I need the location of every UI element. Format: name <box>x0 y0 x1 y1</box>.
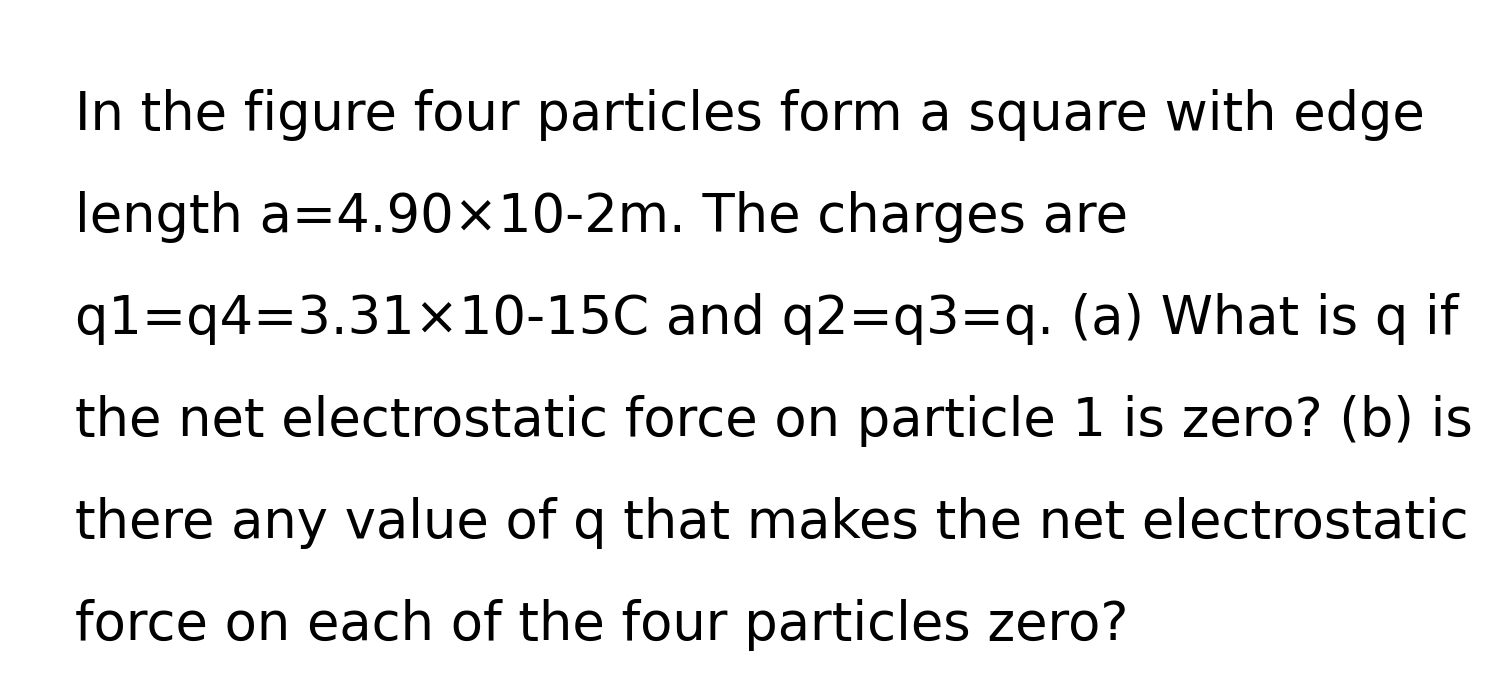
Text: In the figure four particles form a square with edge: In the figure four particles form a squa… <box>75 89 1425 142</box>
Text: there any value of q that makes the net electrostatic: there any value of q that makes the net … <box>75 497 1468 549</box>
Text: q1=q4=3.31×10-15C and q2=q3=q. (a) What is q if: q1=q4=3.31×10-15C and q2=q3=q. (a) What … <box>75 293 1458 345</box>
Text: length a=4.90×10-2m. The charges are: length a=4.90×10-2m. The charges are <box>75 191 1128 244</box>
Text: force on each of the four particles zero?: force on each of the four particles zero… <box>75 599 1128 651</box>
Text: the net electrostatic force on particle 1 is zero? (b) is: the net electrostatic force on particle … <box>75 395 1473 447</box>
